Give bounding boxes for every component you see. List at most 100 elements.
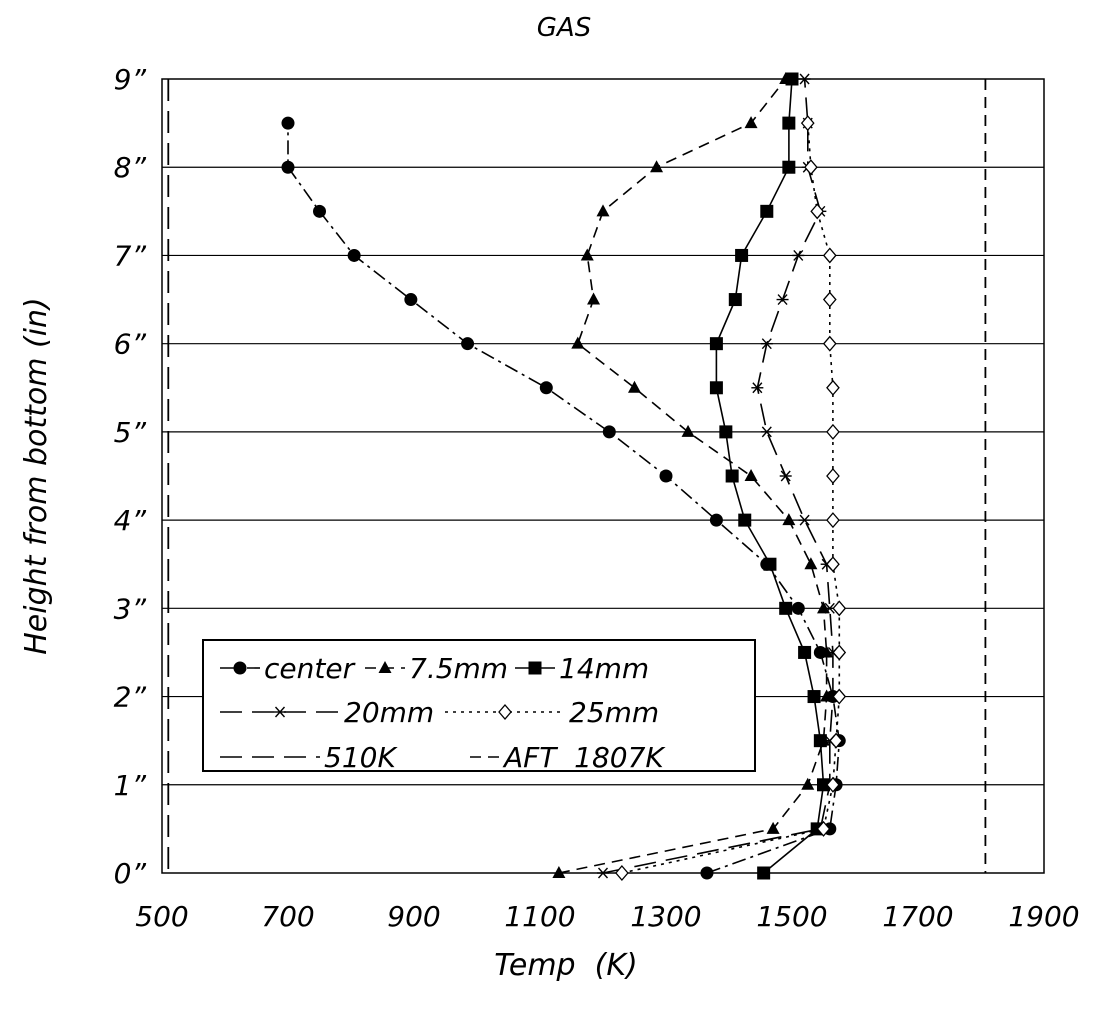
data-point-diamond [810, 203, 825, 220]
data-point-square [738, 513, 752, 527]
data-point-asterisk [779, 470, 792, 482]
data-point-square [709, 337, 723, 351]
y-tick-label: 6” [114, 328, 147, 361]
y-tick-label: 7” [114, 239, 147, 272]
data-point-asterisk [760, 426, 773, 438]
data-point-asterisk [792, 249, 805, 261]
data-point-circle [791, 601, 805, 615]
data-point-diamond [822, 247, 837, 264]
data-point-triangle [820, 645, 834, 658]
data-point-asterisk [597, 867, 609, 879]
x-tick-label: 1900 [1008, 900, 1079, 933]
data-point-circle [700, 866, 714, 880]
data-point-triangle [587, 292, 601, 305]
data-point-diamond [822, 291, 837, 308]
series-4 [615, 115, 847, 881]
y-tick-label: 5” [114, 416, 147, 449]
legend-label: 7.5mm [409, 652, 508, 685]
x-axis-label: Temp (K) [494, 948, 638, 983]
data-point-circle [539, 381, 553, 395]
y-tick-label: 1” [114, 769, 147, 802]
data-point-square [779, 601, 793, 615]
data-point-asterisk [760, 338, 773, 350]
y-tick-label: 8” [114, 151, 147, 184]
data-point-circle [461, 337, 475, 351]
data-point-diamond [804, 159, 818, 176]
y-tick-label: 9” [114, 63, 147, 96]
data-point-diamond [832, 688, 847, 705]
data-point-triangle [596, 204, 610, 217]
legend-item: 14mm [515, 652, 649, 685]
data-point-triangle [650, 160, 664, 173]
data-point-circle [659, 469, 673, 483]
data-point-circle [602, 425, 616, 439]
data-point-triangle [782, 513, 796, 526]
data-point-triangle [744, 116, 758, 129]
data-point-circle [233, 661, 247, 675]
data-point-diamond [826, 512, 840, 529]
legend-label: AFT 1807K [502, 741, 666, 774]
legend-label: 20mm [344, 696, 434, 729]
data-point-triangle [817, 601, 830, 614]
y-tick-labels: 0” 1” 2” 3” 4” 5” 6” 7” 8” 9” [114, 63, 147, 890]
data-point-triangle [628, 380, 641, 393]
data-point-diamond [816, 820, 831, 837]
y-tick-label: 4” [114, 504, 147, 537]
series-2 [709, 72, 830, 880]
data-point-diamond [826, 379, 840, 396]
data-point-triangle [801, 777, 815, 790]
legend-item: 25mm [445, 696, 659, 729]
data-point-asterisk [798, 514, 811, 526]
legend-item: 7.5mm [365, 652, 508, 685]
y-tick-label: 0” [114, 857, 147, 890]
data-point-circle [313, 204, 326, 218]
data-point-triangle [744, 469, 758, 481]
data-point-square [798, 645, 812, 659]
data-point-square [709, 381, 723, 395]
chart-title: GAS [537, 13, 591, 43]
y-tick-label: 2” [114, 681, 147, 714]
data-point-triangle [378, 661, 392, 673]
data-point-diamond [832, 644, 847, 661]
data-point-circle [281, 116, 295, 130]
data-point-circle [404, 293, 418, 307]
data-point-square [757, 866, 771, 880]
data-point-square [785, 72, 799, 86]
data-point-square [760, 204, 774, 218]
legend-item: AFT 1807K [470, 741, 666, 774]
data-point-circle [709, 513, 723, 527]
legend: center 7.5mm 14mm 20mm 25mm 510K AFT 1807K [202, 639, 756, 774]
data-point-square [782, 116, 796, 130]
data-point-triangle [820, 689, 834, 702]
x-tick-label: 700 [261, 900, 314, 933]
data-point-square [528, 661, 542, 675]
series-line [621, 123, 841, 874]
data-point-square [807, 690, 821, 704]
data-point-square [735, 248, 749, 262]
data-point-circle [281, 160, 295, 174]
data-point-square [725, 469, 739, 483]
data-point-triangle [552, 866, 566, 878]
data-point-diamond [822, 335, 837, 352]
legend-label: 25mm [569, 696, 659, 729]
data-point-triangle [571, 336, 585, 349]
data-point-triangle [766, 821, 780, 834]
data-point-diamond [826, 423, 840, 440]
data-point-diamond [826, 776, 840, 793]
data-point-diamond [498, 704, 512, 720]
reference-lines [167, 79, 987, 873]
data-point-diamond [800, 115, 815, 132]
data-point-asterisk [798, 73, 811, 85]
data-point-square [728, 293, 742, 307]
legend-box [202, 639, 756, 772]
legend-item: center [220, 652, 356, 685]
x-tick-label: 500 [135, 900, 188, 933]
legend-item: 510K [220, 741, 398, 774]
data-point-diamond [832, 600, 847, 617]
y-axis-label: Height from bottom (in) [19, 297, 54, 655]
x-tick-label: 1700 [882, 900, 953, 933]
data-point-diamond [826, 468, 840, 484]
data-point-diamond [829, 732, 843, 749]
data-point-triangle [804, 557, 818, 570]
